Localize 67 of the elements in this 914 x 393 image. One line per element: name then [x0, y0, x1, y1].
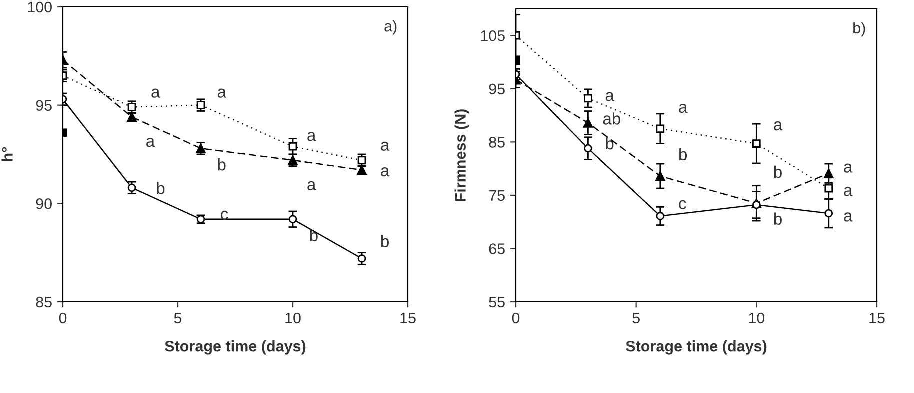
annotation: c: [221, 210, 228, 220]
annotation: a): [384, 20, 397, 35]
point: [656, 171, 666, 182]
annotation: b: [774, 166, 782, 178]
annotation: b): [854, 22, 866, 37]
x-tick-label: 10: [286, 312, 301, 324]
annotation: ab: [603, 112, 620, 125]
annotation: a: [844, 187, 853, 196]
point: [128, 103, 136, 112]
point: [128, 184, 136, 192]
x-tick-label: 0: [59, 312, 67, 324]
x-tick-label: 5: [174, 312, 182, 324]
x-tick-label: 10: [749, 312, 765, 324]
point: [358, 156, 366, 165]
point: [288, 142, 298, 151]
x-tick-label: 15: [870, 312, 885, 324]
point: [584, 94, 592, 103]
y-tick-label: 95: [489, 84, 505, 95]
y-axis-title: h°: [2, 147, 13, 162]
y-axis-title: Firmness (N): [454, 110, 469, 202]
point: [752, 200, 761, 210]
point: [824, 184, 834, 193]
point: [824, 209, 834, 218]
x-tick-label: 5: [632, 312, 640, 324]
y-tick-label: 90: [36, 198, 52, 210]
annotation: b: [310, 229, 318, 242]
y-tick-label: 75: [489, 190, 505, 202]
annotation: a: [381, 168, 390, 177]
annotation: b: [680, 148, 688, 161]
annotation: a: [844, 212, 853, 222]
annotation: a: [381, 142, 390, 152]
y-tick-label: 105: [481, 30, 505, 42]
annotation: b: [381, 235, 389, 248]
point: [583, 118, 594, 128]
point: [584, 144, 592, 153]
point: [288, 215, 298, 224]
y-tick-label: 85: [489, 137, 505, 148]
y-tick-label: 95: [36, 100, 52, 112]
point: [127, 112, 137, 122]
x-tick-label: 15: [400, 312, 416, 324]
annotation: c: [679, 200, 686, 210]
annotation: b: [157, 182, 165, 194]
x-tick-label: 0: [512, 312, 520, 324]
y-tick-label: 85: [36, 296, 52, 308]
y-tick-label: 100: [28, 2, 52, 13]
annotation: a: [218, 88, 226, 98]
annotation: a: [308, 181, 316, 191]
x-axis-title: Storage time (days): [165, 340, 306, 355]
point: [358, 254, 366, 263]
annotation: a: [679, 104, 688, 114]
annotation: b: [218, 158, 226, 171]
annotation: a: [308, 132, 316, 142]
annotation: a: [774, 122, 783, 131]
annotation: a: [146, 138, 156, 148]
y-tick-label: 55: [489, 297, 505, 308]
point: [656, 212, 665, 220]
point: [752, 140, 761, 148]
annotation: a: [606, 92, 614, 102]
point: [196, 101, 206, 110]
point: [824, 168, 834, 178]
point: [656, 124, 665, 134]
annotation: a: [152, 88, 160, 98]
x-axis-title: Storage time (days): [626, 340, 767, 355]
annotation: b: [606, 137, 614, 150]
y-tick-label: 65: [489, 244, 505, 254]
annotation: a: [844, 164, 853, 173]
annotation: b: [774, 212, 782, 226]
